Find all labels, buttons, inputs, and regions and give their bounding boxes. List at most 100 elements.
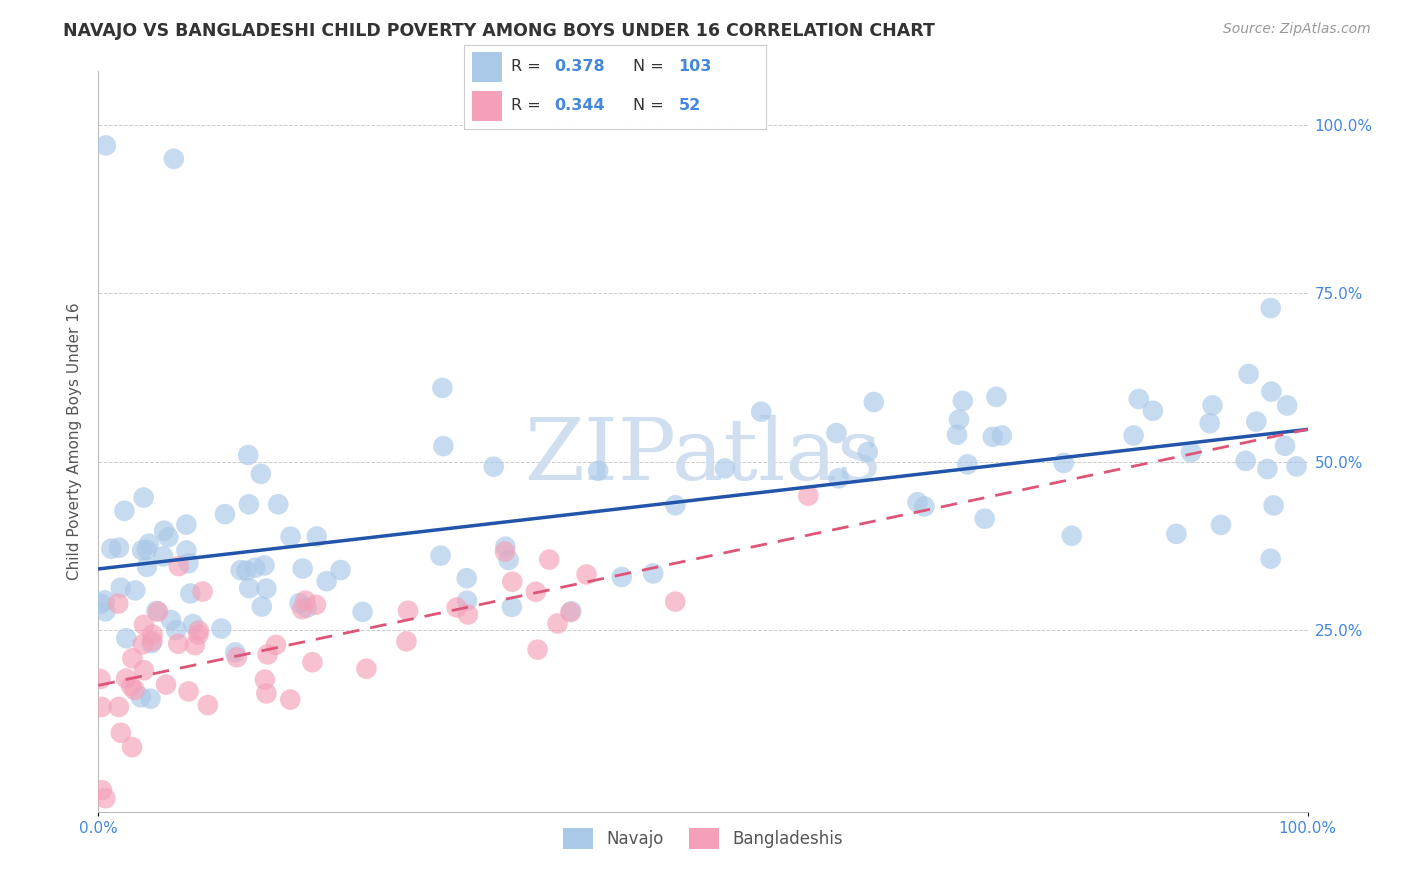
- Point: [250, 467, 273, 481]
- Point: [124, 682, 146, 697]
- Point: [176, 517, 198, 532]
- Legend: Navajo, Bangladeshis: Navajo, Bangladeshis: [557, 822, 849, 855]
- Text: 0.378: 0.378: [554, 59, 606, 74]
- Point: [1122, 428, 1144, 442]
- Point: [575, 567, 598, 582]
- Point: [184, 638, 207, 652]
- Point: [138, 537, 160, 551]
- Text: Source: ZipAtlas.com: Source: ZipAtlas.com: [1223, 22, 1371, 37]
- Point: [1285, 459, 1308, 474]
- Point: [214, 507, 236, 521]
- Point: [90, 783, 112, 797]
- Point: [291, 561, 314, 575]
- Point: [432, 439, 454, 453]
- Point: [225, 650, 247, 665]
- Point: [120, 679, 142, 693]
- Point: [952, 393, 974, 408]
- Point: [827, 471, 849, 485]
- Point: [177, 684, 200, 698]
- Point: [141, 634, 163, 648]
- Point: [429, 549, 451, 563]
- Point: [278, 692, 301, 706]
- Point: [94, 604, 117, 618]
- Text: NAVAJO VS BANGLADESHI CHILD POVERTY AMONG BOYS UNDER 16 CORRELATION CHART: NAVAJO VS BANGLADESHI CHILD POVERTY AMON…: [63, 22, 935, 40]
- Point: [167, 637, 190, 651]
- Point: [121, 651, 143, 665]
- Point: [1274, 439, 1296, 453]
- Point: [253, 673, 276, 687]
- Point: [209, 622, 232, 636]
- Point: [229, 563, 252, 577]
- Point: [856, 445, 879, 459]
- Point: [110, 581, 132, 595]
- Point: [526, 642, 548, 657]
- Point: [157, 530, 180, 544]
- Point: [238, 497, 260, 511]
- Point: [1263, 499, 1285, 513]
- Point: [135, 559, 157, 574]
- Point: [1166, 527, 1188, 541]
- Point: [1260, 551, 1282, 566]
- Text: N =: N =: [633, 98, 669, 112]
- Point: [253, 558, 276, 573]
- Point: [187, 624, 209, 638]
- Point: [121, 740, 143, 755]
- Point: [907, 495, 929, 509]
- Point: [90, 597, 112, 611]
- Point: [152, 549, 174, 564]
- Point: [94, 791, 117, 805]
- Point: [112, 504, 135, 518]
- Point: [254, 582, 277, 596]
- Point: [1275, 399, 1298, 413]
- Point: [482, 459, 505, 474]
- Point: [163, 152, 186, 166]
- Point: [1198, 416, 1220, 430]
- Point: [664, 498, 686, 512]
- Point: [107, 597, 129, 611]
- Point: [329, 563, 352, 577]
- Point: [457, 607, 479, 622]
- Point: [1237, 367, 1260, 381]
- Point: [586, 464, 609, 478]
- Point: [501, 599, 523, 614]
- Point: [280, 530, 302, 544]
- Point: [224, 645, 246, 659]
- Text: N =: N =: [633, 59, 669, 74]
- Point: [142, 627, 165, 641]
- Point: [107, 700, 129, 714]
- Point: [356, 662, 378, 676]
- Point: [1256, 462, 1278, 476]
- Point: [797, 489, 820, 503]
- Point: [181, 617, 204, 632]
- Point: [973, 512, 995, 526]
- Point: [132, 491, 155, 505]
- Text: 103: 103: [679, 59, 711, 74]
- Point: [352, 605, 374, 619]
- Point: [912, 500, 935, 514]
- Point: [1209, 517, 1232, 532]
- Point: [1142, 404, 1164, 418]
- Point: [1053, 456, 1076, 470]
- Point: [301, 655, 323, 669]
- Point: [141, 636, 163, 650]
- Point: [110, 726, 132, 740]
- Point: [1234, 454, 1257, 468]
- Point: [135, 542, 157, 557]
- Point: [146, 605, 169, 619]
- Point: [560, 604, 582, 618]
- Point: [129, 690, 152, 705]
- Point: [501, 574, 523, 589]
- Bar: [471, 53, 502, 82]
- Point: [1128, 392, 1150, 406]
- Point: [115, 672, 138, 686]
- Point: [267, 497, 290, 511]
- Point: [90, 699, 112, 714]
- Point: [94, 593, 117, 607]
- Point: [946, 427, 969, 442]
- Point: [100, 541, 122, 556]
- Point: [291, 602, 314, 616]
- Point: [1201, 398, 1223, 412]
- Text: 52: 52: [679, 98, 700, 112]
- Point: [825, 426, 848, 441]
- Point: [238, 448, 260, 462]
